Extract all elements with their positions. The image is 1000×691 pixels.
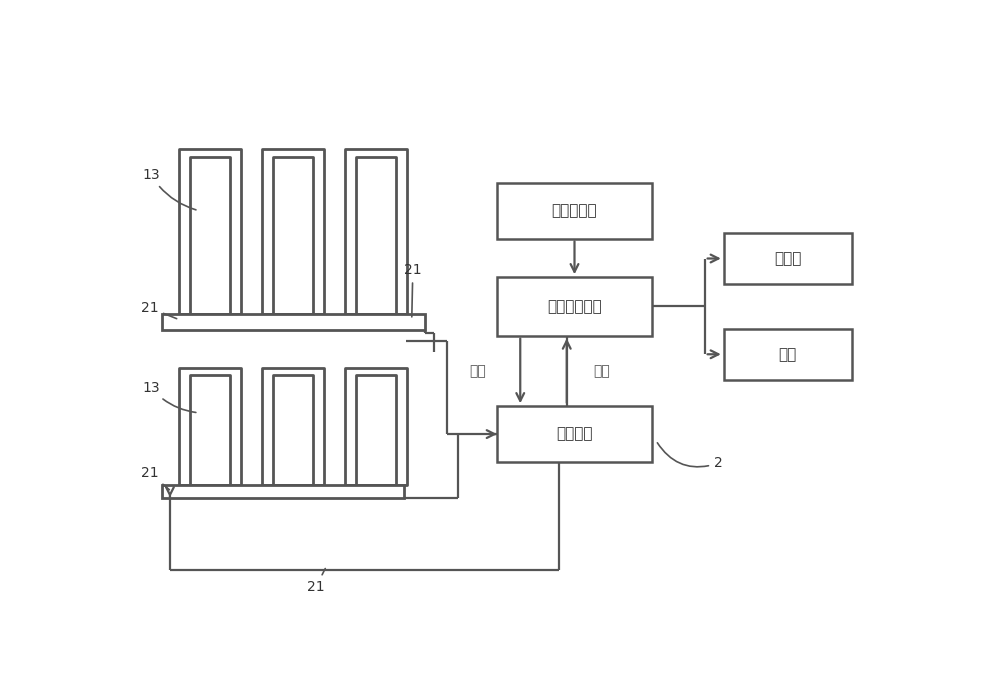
Text: 21: 21 xyxy=(140,466,169,490)
Text: 信号: 信号 xyxy=(593,364,610,378)
Bar xyxy=(497,406,652,462)
Text: 13: 13 xyxy=(142,381,196,413)
Text: 供电: 供电 xyxy=(469,364,486,378)
Bar xyxy=(724,234,852,284)
Text: 天线: 天线 xyxy=(778,347,797,362)
Text: 13: 13 xyxy=(142,168,196,210)
Text: 21: 21 xyxy=(140,301,177,319)
Text: 通讯控制模块: 通讯控制模块 xyxy=(547,299,602,314)
Text: 21: 21 xyxy=(404,263,422,317)
Text: 诊断模块: 诊断模块 xyxy=(556,426,593,442)
Bar xyxy=(162,314,425,330)
Text: 太阳能电池: 太阳能电池 xyxy=(552,203,597,218)
Text: 蓄电池: 蓄电池 xyxy=(774,251,801,266)
Bar xyxy=(724,329,852,379)
Bar xyxy=(162,484,404,498)
Text: 21: 21 xyxy=(307,569,325,594)
Bar xyxy=(497,182,652,238)
Bar xyxy=(497,277,652,336)
Text: 2: 2 xyxy=(657,443,723,470)
